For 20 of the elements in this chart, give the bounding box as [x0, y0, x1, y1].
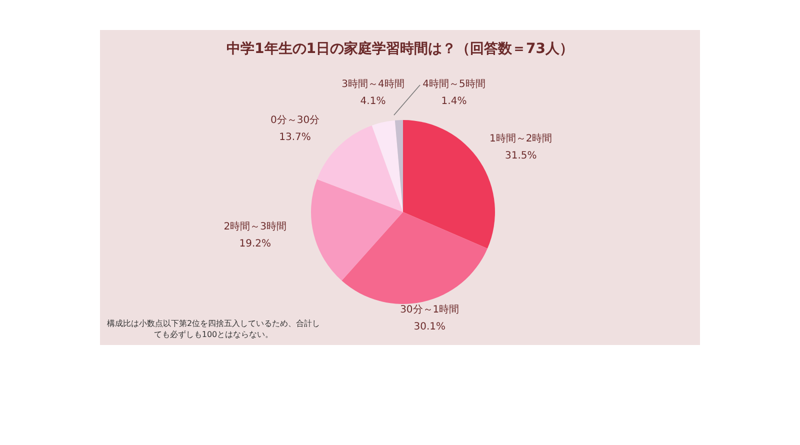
pie-slice: [311, 179, 403, 281]
slice-label: 1時間～2時間: [489, 132, 552, 145]
data-label: 13.7%: [279, 132, 311, 144]
pie-slice: [394, 120, 403, 212]
slice-label: 2時間～3時間: [224, 220, 287, 232]
pie-slice: [342, 212, 488, 304]
chart-title: 中学1年生の1日の家庭学習時間は？（回答数＝73人）: [226, 40, 574, 58]
data-label: 1.4%: [441, 96, 467, 107]
slice-label: 4時間～5時間: [422, 78, 486, 90]
text: 構成比は小数点以下第2位を四捨五入しているため、合計しても必ずしも100とはならない。: [106, 318, 321, 340]
data-label: 30.1%: [414, 321, 446, 332]
pie-slice: [372, 120, 403, 212]
pie-slice: [317, 125, 403, 212]
data-label: 4.1%: [360, 96, 386, 107]
slice-label: 3時間～4時間: [342, 78, 404, 90]
slice-label: 30分～1時間: [400, 303, 460, 316]
pie-slice: [403, 120, 495, 249]
data-label: 31.5%: [504, 150, 537, 162]
slice-label: 0分～30分: [270, 114, 320, 126]
data-label: 19.2%: [239, 238, 272, 250]
